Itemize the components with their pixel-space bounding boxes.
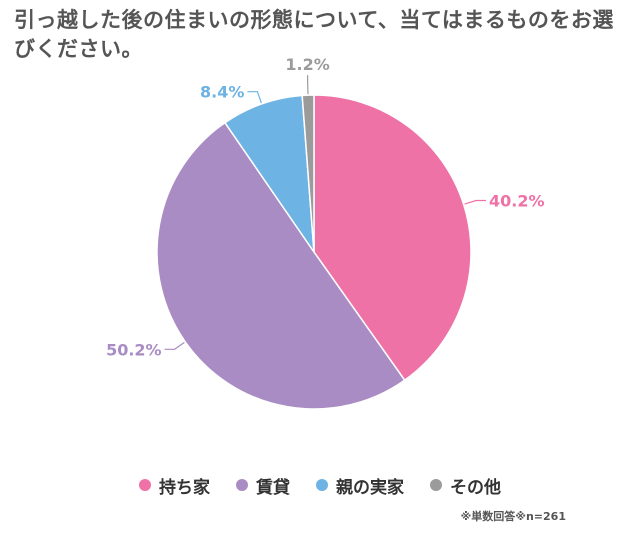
leader-line-2	[247, 91, 262, 104]
data-label-2: 8.4%	[200, 83, 244, 102]
pie-slices	[156, 94, 472, 410]
legend-item-0: 持ち家	[139, 473, 210, 498]
pie-slice-1	[156, 121, 406, 410]
legend-item-1: 賃貸	[236, 473, 290, 498]
chart-title: 引っ越した後の住まいの形態について、当てはまるものをお選びください。	[14, 8, 614, 61]
legend-label-3: その他	[450, 477, 501, 498]
data-label-0: 40.2%	[489, 192, 545, 211]
legend-swatch-3	[430, 479, 442, 491]
legend: 持ち家 賃貸 親の実家 その他	[0, 470, 640, 500]
legend-swatch-0	[139, 479, 151, 491]
data-label-3: 1.2%	[285, 55, 329, 74]
leader-lines	[164, 75, 486, 350]
pie-slice-3	[301, 94, 315, 253]
leader-line-0	[464, 199, 486, 205]
legend-item-3: その他	[430, 473, 501, 498]
legend-swatch-2	[316, 479, 328, 491]
leader-line-1	[164, 341, 185, 350]
legend-label-1: 賃貸	[256, 477, 290, 498]
data-labels: 40.2% 50.2% 8.4% 1.2%	[106, 55, 544, 359]
pie-slice-0	[313, 94, 472, 382]
data-label-1: 50.2%	[106, 340, 162, 359]
legend-item-2: 親の実家	[316, 473, 404, 498]
footnote: ※単数回答※n=261	[460, 510, 566, 523]
legend-label-0: 持ち家	[159, 477, 210, 498]
legend-label-2: 親の実家	[336, 477, 404, 498]
legend-swatch-1	[236, 479, 248, 491]
